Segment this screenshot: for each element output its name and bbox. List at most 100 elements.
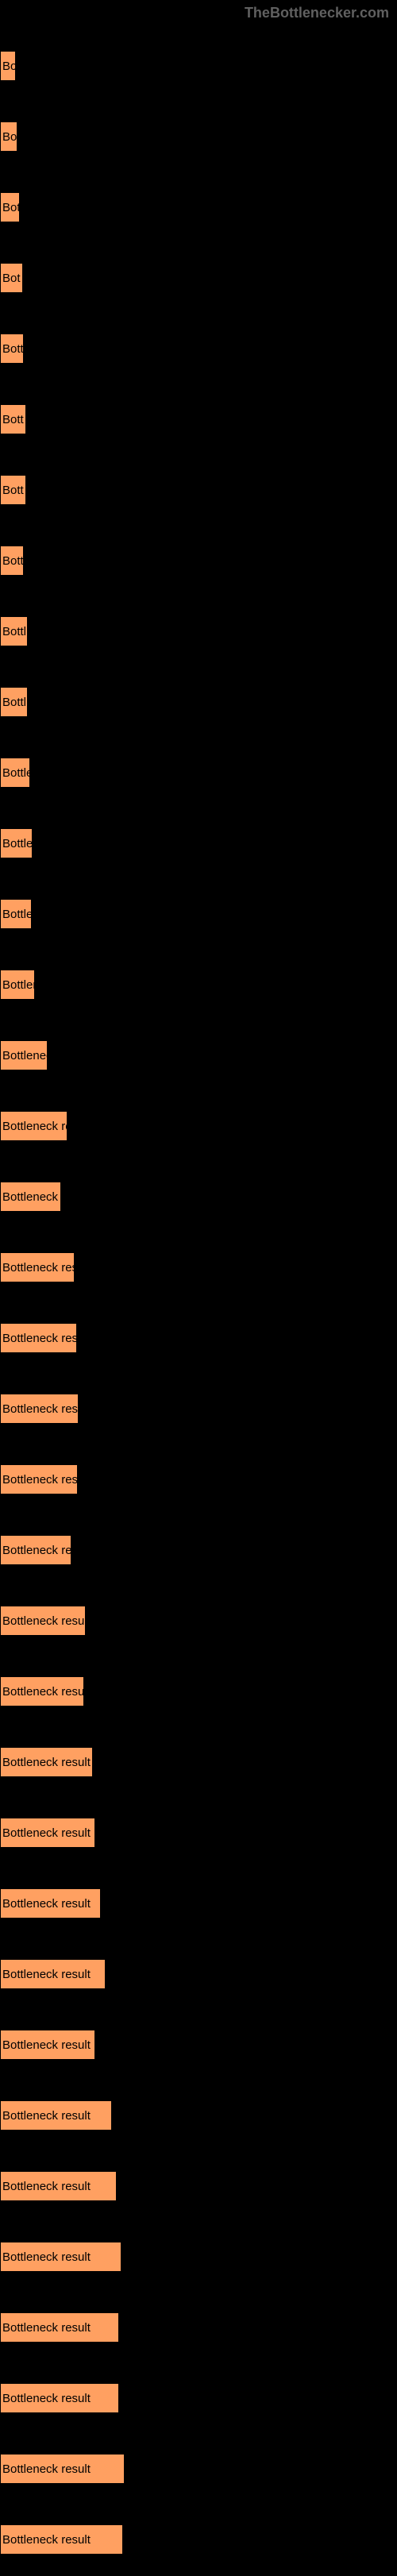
bar-row: Bott: [0, 377, 397, 447]
bar-row: Bottler: [0, 943, 397, 1012]
bar-label: Bottleneck result: [1, 2038, 91, 2052]
bar-label: Bottleneck result: [1, 1614, 85, 1628]
bar-label: Bottleneck result: [1, 1826, 91, 1840]
bar-row: Bottleneck result: [0, 2356, 397, 2426]
bar-label: Bottleneck result: [1, 2392, 91, 2405]
bar-row: Bot: [0, 165, 397, 235]
bar: Bott: [0, 546, 24, 576]
bar-label: Bott: [1, 413, 24, 426]
bar: Bottleneck result: [0, 1818, 95, 1848]
bar-label: Bot: [1, 272, 21, 285]
bar-label: Bottleneck result: [1, 1756, 91, 1769]
bar: Bottleneck result: [0, 2030, 95, 2060]
bar-label: Bo: [1, 60, 15, 73]
bar-label: Bott: [1, 342, 23, 356]
bar: Bottleneck resu: [0, 1111, 67, 1141]
bar: Bott: [0, 334, 24, 364]
bar-row: Bottleneck result: [0, 2144, 397, 2214]
bar: Bottleneck result: [0, 2383, 119, 2413]
bar-label: Bott: [1, 554, 23, 568]
bar-row: Bottleneck: [0, 1013, 397, 1083]
bar-row: Bottler: [0, 801, 397, 871]
bar-label: Bottleneck result: [1, 2533, 91, 2547]
bar: Bottl: [0, 616, 28, 646]
bar: Bottleneck result: [0, 1959, 106, 1989]
bar-label: Bottleneck resu: [1, 1544, 71, 1557]
bar-row: Bottleneck result: [0, 1367, 397, 1436]
bar-row: Bottleneck result: [0, 1225, 397, 1295]
bar-row: Bottleneck result: [0, 1791, 397, 1861]
bar-row: Bottl: [0, 660, 397, 730]
bar-row: Bottleneck result: [0, 2285, 397, 2355]
bar-label: Bottl: [1, 696, 26, 709]
bar: Bo: [0, 121, 17, 152]
bar-label: Bottleneck result: [1, 1897, 91, 1911]
bar-label: Bottleneck result: [1, 2462, 91, 2476]
bar: Bottler: [0, 828, 33, 858]
bar-row: Bottleneck re: [0, 1155, 397, 1224]
bar: Bottleneck result: [0, 2454, 125, 2484]
bar: Bottleneck: [0, 1040, 48, 1070]
bar-label: Bo: [1, 130, 17, 144]
bar-row: Bottl: [0, 589, 397, 659]
bar-label: Bottle: [1, 908, 31, 921]
bar: Bott: [0, 404, 26, 434]
bar-label: Bottleneck resu: [1, 1120, 67, 1133]
bar-row: Bottleneck result: [0, 1296, 397, 1366]
bar-label: Bottleneck re: [1, 1190, 60, 1204]
bar: Bottl: [0, 687, 28, 717]
bar-label: Bottleneck result: [1, 2180, 91, 2193]
bar-row: Bo: [0, 24, 397, 94]
bar-row: Bottleneck result: [0, 1649, 397, 1719]
bar-row: Bo: [0, 94, 397, 164]
bar: Bottle: [0, 758, 30, 788]
bar: Bot: [0, 263, 23, 293]
bar: Bottleneck result: [0, 1606, 86, 1636]
bar: Bottleneck result: [0, 1464, 78, 1494]
bar-row: Bottleneck result: [0, 2003, 397, 2073]
bar-row: Bottleneck result: [0, 1437, 397, 1507]
bar-row: Bottleneck result: [0, 2497, 397, 2567]
bar: Bottleneck result: [0, 1252, 75, 1282]
bar-row: Bottle: [0, 872, 397, 942]
bar-label: Bottleneck: [1, 1049, 47, 1062]
bar: Bo: [0, 51, 16, 81]
bar-label: Bottler: [1, 837, 32, 850]
bar-row: Bottleneck result: [0, 1861, 397, 1931]
bar: Bottler: [0, 970, 35, 1000]
bar-label: Bottler: [1, 978, 34, 992]
watermark-text: TheBottlenecker.com: [245, 5, 389, 21]
bar: Bottleneck result: [0, 2100, 112, 2131]
bar: Bottleneck result: [0, 1676, 84, 1706]
bar-label: Bottle: [1, 766, 29, 780]
bar-row: Bott: [0, 448, 397, 518]
bar-row: Bottleneck result: [0, 1720, 397, 1790]
bar: Bottleneck result: [0, 1888, 101, 1919]
bar: Bottleneck result: [0, 2524, 123, 2555]
bar: Bottleneck result: [0, 1323, 77, 1353]
bar-row: Bott: [0, 307, 397, 376]
bar-label: Bottleneck result: [1, 2109, 91, 2123]
bar-row: Bottle: [0, 731, 397, 800]
bar-row: Bottleneck result: [0, 2215, 397, 2285]
bar-chart: Bo Bo Bot Bot Bott Bott Bott Bott Bottl Bottl Bott…: [0, 0, 397, 2576]
bar-row: Bottleneck result: [0, 1579, 397, 1649]
bar-row: Bot: [0, 236, 397, 306]
bar: Bottleneck result: [0, 2171, 117, 2201]
bar: Bottleneck resu: [0, 1535, 71, 1565]
bar: Bottleneck result: [0, 1747, 93, 1777]
bar: Bottleneck re: [0, 1182, 61, 1212]
bar-label: Bot: [1, 201, 19, 214]
bar-label: Bottleneck result: [1, 1261, 74, 1275]
bar-label: Bottleneck result: [1, 1685, 83, 1699]
bar-label: Bott: [1, 484, 24, 497]
bar-label: Bottleneck result: [1, 1968, 91, 1981]
bar: Bottle: [0, 899, 32, 929]
bar-label: Bottleneck result: [1, 1473, 77, 1487]
bar: Bottleneck result: [0, 2312, 119, 2343]
bar-label: Bottleneck result: [1, 2321, 91, 2335]
bar-row: Bottleneck result: [0, 1932, 397, 2002]
bar-label: Bottl: [1, 625, 26, 638]
bar-label: Bottleneck result: [1, 1332, 76, 1345]
bar-row: Bott: [0, 519, 397, 588]
